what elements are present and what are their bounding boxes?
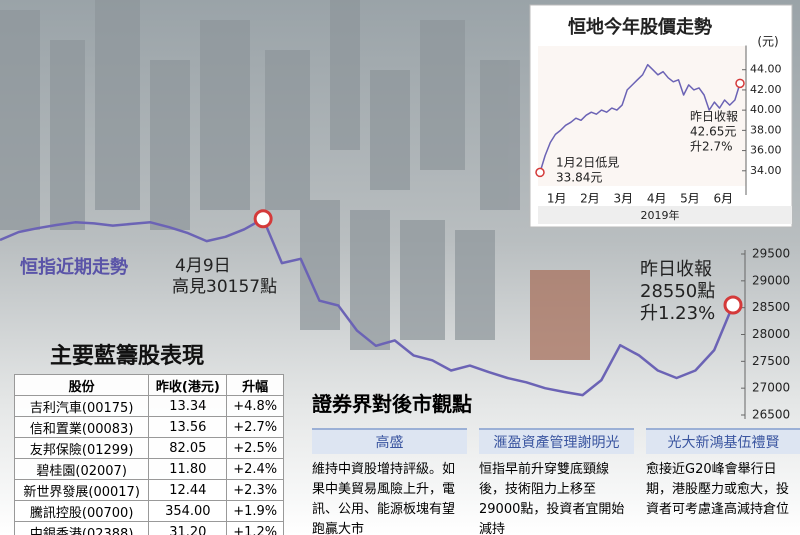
annotation: 33.84元 [556,171,602,185]
inset-plot [538,46,746,186]
annotation: 升2.7% [690,140,733,154]
unit-label: (元) [757,35,778,49]
table-cell: 騰訊控股(00700) [13,500,150,522]
commentary-column: 光大新鴻基伍禮賢愈接近G20峰會舉行日期，港股壓力或愈大，投資者可考慮逢高減持倉… [646,428,800,520]
column-heading: 滙盈資產管理謝明光 [479,428,634,454]
x-tick-label: 6月 [714,192,734,206]
table-row: 吉利汽車(00175) 13.34 +4.8% [13,395,284,417]
x-tick-label: 1月 [547,192,567,206]
column-heading: 高盛 [312,428,467,454]
column-heading: 光大新鴻基伍禮賢 [646,428,800,454]
column-text: 維持中資股增持評級。如果中美貿易風險上升，電訊、公用、能源板塊有望跑贏大市 [312,462,456,535]
table-row: 新世界發展(00017) 12.44 +2.3% [13,479,284,501]
table-cell: +2.4% [226,458,284,480]
y-tick-label: 27500 [752,354,790,368]
header-cell: 股份 [13,374,150,396]
table-cell: 吉利汽車(00175) [13,395,150,417]
table-cell: +4.8% [226,395,284,417]
header-row: 股份 昨收(港元) 升幅 [13,374,284,396]
line [539,63,741,173]
table-cell: 31.20 [148,521,228,535]
table-cell: 信和置業(00083) [13,416,150,438]
table-row: 友邦保險(01299) 82.05 +2.5% [13,437,284,459]
y-tick-label: 27000 [752,381,790,395]
y-tick-label: 38.00 [750,123,782,136]
inset-title: 恒地今年股價走勢 [568,16,712,38]
y-tick-label: 34.00 [750,164,782,177]
column-text: 恒指早前升穿雙底頸線後，技術阻力上移至29000點，投資者宜開始減持 [479,462,625,535]
table-cell: 13.34 [148,395,228,417]
annotation: 昨日收報 [690,110,738,124]
table-cell: 12.44 [148,479,228,501]
annotation: 42.65元 [690,125,736,139]
table-cell: 354.00 [148,500,228,522]
table-cell: 82.05 [148,437,228,459]
table-cell: +1.2% [226,521,284,535]
line [0,217,735,397]
table-row: 碧桂園(02007) 11.80 +2.4% [13,458,284,480]
annotation: 昨日收報 [640,259,712,280]
header-cell: 昨收(港元) [148,374,228,396]
y-tick-label: 44.00 [750,63,782,76]
x-axis-label: 2019年 [641,208,680,222]
annotation: 1月2日低見 [556,156,619,170]
table-cell: 11.80 [148,458,228,480]
table-row: 中銀香港(02388) 31.20 +1.2% [13,521,284,535]
buildings [0,0,590,360]
highlight-marker [253,209,273,229]
table-row: 騰訊控股(00700) 354.00 +1.9% [13,500,284,522]
commentary-title: 證券界對後市觀點 [312,392,472,416]
highlight-marker [723,295,743,315]
annotation: 28550點 [640,281,715,302]
table-row: 信和置業(00083) 13.56 +2.7% [13,416,284,438]
chart-title: 恒指近期走勢 [20,256,128,278]
table-cell: 13.56 [148,416,228,438]
annotation: 高見30157點 [172,277,277,297]
table-cell: 碧桂園(02007) [13,458,150,480]
y-tick-label: 40.00 [750,103,782,116]
commentary: 證券界對後市觀點 高盛維持中資股增持評級。如果中美貿易風險上升，電訊、公用、能源… [306,388,800,535]
commentary-column: 滙盈資產管理謝明光恒指早前升穿雙底頸線後，技術阻力上移至29000點，投資者宜開… [479,428,634,535]
table: 股份 昨收(港元) 升幅 吉利汽車(00175) 13.34 +4.8% 信和置業(0008… [13,374,284,535]
table-cell: 新世界發展(00017) [13,479,150,501]
commentary-column: 高盛維持中資股增持評級。如果中美貿易風險上升，電訊、公用、能源板塊有望跑贏大市 [312,428,467,535]
annotation: 升1.23% [640,303,715,324]
table-cell: +2.7% [226,416,284,438]
y-tick-label: 28500 [752,300,790,314]
annotation: 4月9日 [175,256,231,276]
stock-table: 主要藍籌股表現 股份 昨收(港元) 升幅 吉利汽車(00175) 13.34 +4.8% 信… [13,338,284,535]
x-tick-label: 2月 [580,192,600,206]
table-cell: +1.9% [226,500,284,522]
y-tick-label: 36.00 [750,144,782,157]
highlight-marker [535,167,545,178]
header-cell: 升幅 [226,374,284,396]
x-tick-label: 4月 [647,192,667,206]
x-tick-label: 5月 [680,192,700,206]
table-title: 主要藍籌股表現 [50,344,205,369]
y-tick-label: 28000 [752,327,790,341]
y-tick-label: 42.00 [750,83,782,96]
table-cell: +2.5% [226,437,284,459]
table-cell: 中銀香港(02388) [13,521,150,535]
table-cell: +2.3% [226,479,284,501]
y-tick-label: 26500 [752,408,790,422]
y-tick-label: 29000 [752,273,790,287]
x-tick-label: 3月 [614,192,634,206]
column-text: 愈接近G20峰會舉行日期，港股壓力或愈大，投資者可考慮逢高減持倉位 [646,462,790,517]
y-tick-label: 29500 [752,247,790,261]
table-cell: 友邦保險(01299) [13,437,150,459]
xlabel-band [538,206,792,224]
highlight-marker [735,78,745,89]
